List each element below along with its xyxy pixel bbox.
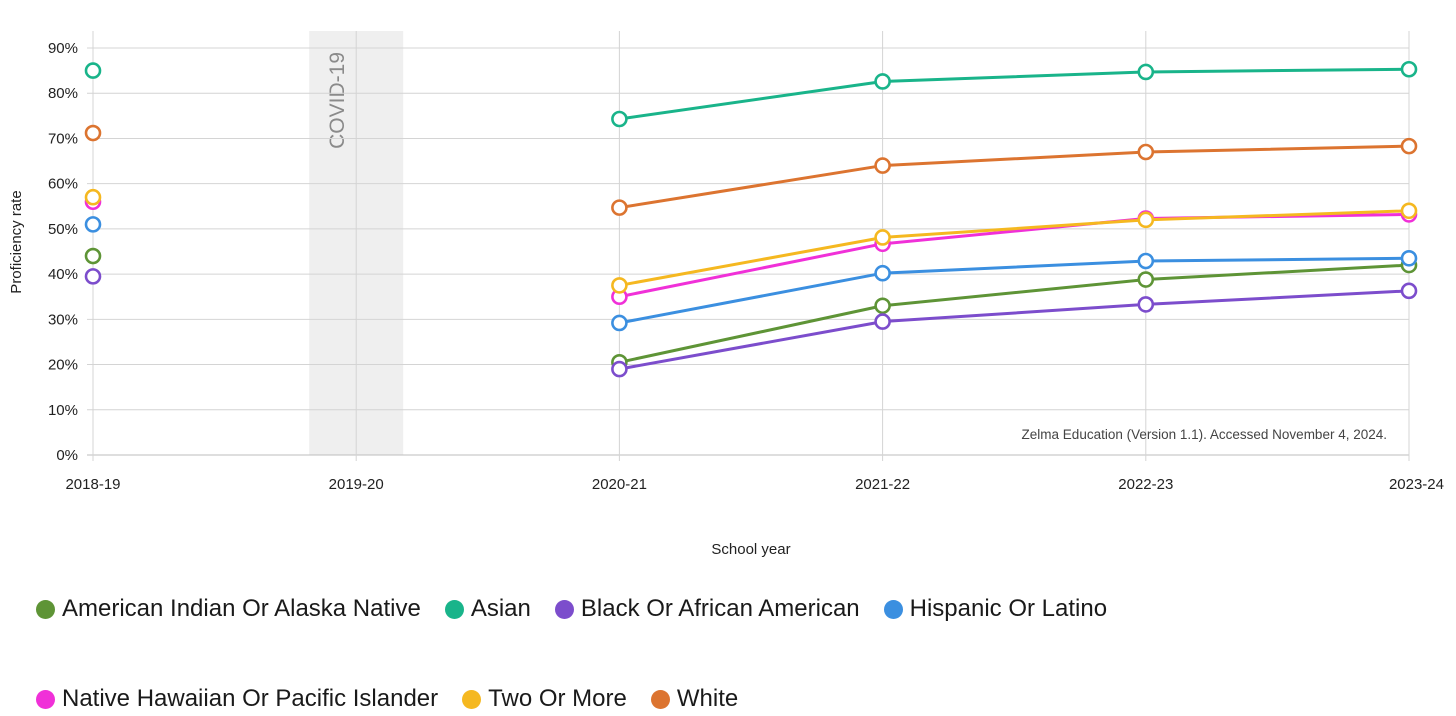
covid-label: COVID-19 <box>326 52 349 149</box>
source-note: Zelma Education (Version 1.1). Accessed … <box>1022 427 1387 442</box>
legend-swatch <box>883 599 903 619</box>
y-tick-label: 80% <box>48 85 78 102</box>
legend-item[interactable]: Two Or More <box>462 682 627 716</box>
legend-label: Asian <box>470 595 531 622</box>
series-line <box>619 212 1410 299</box>
series-two-or-more <box>84 188 1418 294</box>
data-point <box>84 124 102 142</box>
line-chart: COVID-19 0% 10% 20% 30% 40% 50% 60% 70% 80% 90% 2… <box>8 31 1444 558</box>
series-native-hawaiian-or-pacific-islander <box>84 193 1418 306</box>
legend-label: Native Hawaiian Or Pacific Islander <box>62 685 439 712</box>
data-point <box>1137 63 1155 81</box>
legend-swatch <box>36 689 55 709</box>
legend-swatch <box>554 599 574 619</box>
legend-item[interactable]: Asian <box>444 592 531 626</box>
gridlines <box>87 31 1410 461</box>
x-axis-ticks: 2018-19 2019-20 2020-21 2021-22 2022-23 2023-… <box>65 476 1444 493</box>
data-point <box>1137 296 1155 313</box>
data-point <box>874 229 891 246</box>
legend-label: Black Or African American <box>580 595 860 622</box>
data-point <box>1400 282 1418 300</box>
data-point <box>84 216 102 233</box>
x-tick-label: 2019-20 <box>329 476 384 493</box>
y-tick-label: 50% <box>48 221 78 238</box>
data-point <box>874 297 891 315</box>
series-line <box>619 289 1410 371</box>
y-tick-label: 90% <box>48 40 78 57</box>
data-point <box>1400 60 1418 78</box>
legend-label: Two Or More <box>488 685 627 712</box>
data-point <box>84 188 102 206</box>
data-point <box>84 268 102 285</box>
x-tick-label: 2023-24 <box>1389 476 1444 493</box>
series-black-or-african-american <box>84 268 1418 378</box>
legend: American Indian Or Alaska Native Asian Bla… <box>36 592 1436 716</box>
series-line <box>619 256 1410 325</box>
y-tick-label: 20% <box>48 357 78 374</box>
legend-swatch <box>444 599 464 619</box>
data-point <box>1137 252 1155 270</box>
legend-item[interactable]: Native Hawaiian Or Pacific Islander <box>36 682 438 716</box>
y-axis-ticks: 0% 10% 20% 30% 40% 50% 60% 70% 80% 90% <box>48 40 78 464</box>
x-tick-label: 2022-23 <box>1118 476 1173 493</box>
legend-item[interactable]: American Indian Or Alaska Native <box>36 592 421 626</box>
data-point <box>611 199 628 216</box>
y-tick-label: 60% <box>48 176 78 193</box>
legend-item[interactable]: Hispanic Or Latino <box>883 592 1108 626</box>
series-asian <box>84 60 1418 128</box>
data-point <box>611 314 628 332</box>
data-point <box>1400 202 1418 220</box>
legend-item[interactable]: Black Or African American <box>554 592 860 626</box>
series-layer <box>84 60 1418 378</box>
legend-label: American Indian Or Alaska Native <box>62 595 421 622</box>
x-axis-title: School year <box>711 541 790 558</box>
data-point <box>1137 271 1155 288</box>
data-point <box>611 277 628 294</box>
x-tick-label: 2020-21 <box>592 476 647 493</box>
series-line <box>619 263 1410 364</box>
y-tick-label: 30% <box>48 311 78 328</box>
legend-swatch <box>650 689 670 709</box>
legend-swatch <box>462 689 482 709</box>
series-american-indian-or-alaska-native <box>84 247 1418 371</box>
y-axis-title: Proficiency rate <box>8 190 25 293</box>
data-point <box>1400 249 1418 267</box>
data-point <box>1137 211 1155 229</box>
data-point <box>874 264 891 282</box>
y-tick-label: 10% <box>48 402 78 419</box>
data-point <box>84 62 102 79</box>
data-point <box>611 360 628 378</box>
data-point <box>84 247 102 265</box>
legend-label: White <box>676 685 739 712</box>
series-line <box>619 67 1410 121</box>
data-point <box>611 110 628 128</box>
legend-item[interactable]: White <box>650 682 739 716</box>
legend-swatch <box>36 599 55 619</box>
series-hispanic-or-latino <box>84 216 1418 332</box>
series-line <box>619 144 1410 210</box>
x-tick-label: 2021-22 <box>855 476 910 493</box>
series-line <box>619 209 1410 287</box>
data-point <box>874 157 891 174</box>
data-point <box>874 73 891 90</box>
data-point <box>874 313 891 330</box>
data-point <box>1400 137 1418 155</box>
data-point <box>1137 143 1155 161</box>
y-tick-label: 0% <box>56 447 78 464</box>
y-tick-label: 70% <box>48 130 78 147</box>
x-tick-label: 2018-19 <box>65 476 120 493</box>
legend-label: Hispanic Or Latino <box>909 595 1108 622</box>
y-tick-label: 40% <box>48 266 78 283</box>
series-white <box>84 124 1418 216</box>
